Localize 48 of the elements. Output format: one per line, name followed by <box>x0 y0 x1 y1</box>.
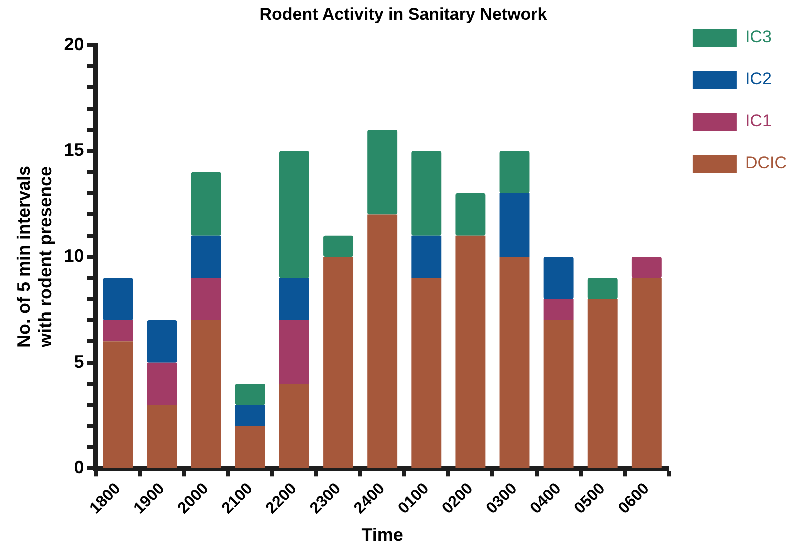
bar <box>412 151 442 236</box>
bar <box>147 405 178 468</box>
x-axis-title: Time <box>362 525 404 546</box>
bar <box>544 299 574 321</box>
legend-label: IC3 <box>745 28 772 47</box>
bar <box>235 426 266 468</box>
bar <box>412 236 442 278</box>
bar <box>191 278 222 321</box>
bar <box>368 130 398 215</box>
y-tick-label: 20 <box>64 34 84 54</box>
legend-label: IC1 <box>745 112 772 131</box>
y-tick-label: 15 <box>64 140 84 160</box>
bar <box>544 257 574 300</box>
bar <box>456 236 486 468</box>
bar <box>191 320 222 468</box>
bar <box>324 257 354 468</box>
bar <box>191 236 222 278</box>
bar <box>103 320 134 342</box>
bar <box>103 342 134 468</box>
chart-title: Rodent Activity in Sanitary Network <box>260 4 548 24</box>
bar <box>279 278 310 321</box>
bar <box>500 257 530 468</box>
y-axis-title: No. of 5 min intervals with rodent presence <box>14 166 56 349</box>
bar <box>588 299 618 468</box>
bar <box>279 151 310 278</box>
bar <box>103 278 134 321</box>
bar <box>412 278 442 468</box>
bar <box>632 257 662 278</box>
bar <box>324 236 354 258</box>
y-tick-label: 5 <box>74 352 84 372</box>
bar <box>235 384 266 406</box>
legend-label: IC2 <box>745 70 772 89</box>
y-tick-label: 10 <box>64 246 84 266</box>
bar <box>368 214 398 468</box>
bar <box>279 320 310 384</box>
bar <box>147 320 178 363</box>
bar <box>235 405 266 426</box>
bar <box>588 278 618 300</box>
bar <box>279 384 310 468</box>
bar <box>632 278 662 468</box>
bar <box>191 172 222 236</box>
y-tick-label: 0 <box>74 458 84 478</box>
bar <box>544 320 574 468</box>
bar <box>456 194 486 236</box>
bar <box>500 194 530 258</box>
legend-label: DCIC <box>745 154 788 173</box>
bar <box>500 151 530 194</box>
bar <box>147 362 178 406</box>
